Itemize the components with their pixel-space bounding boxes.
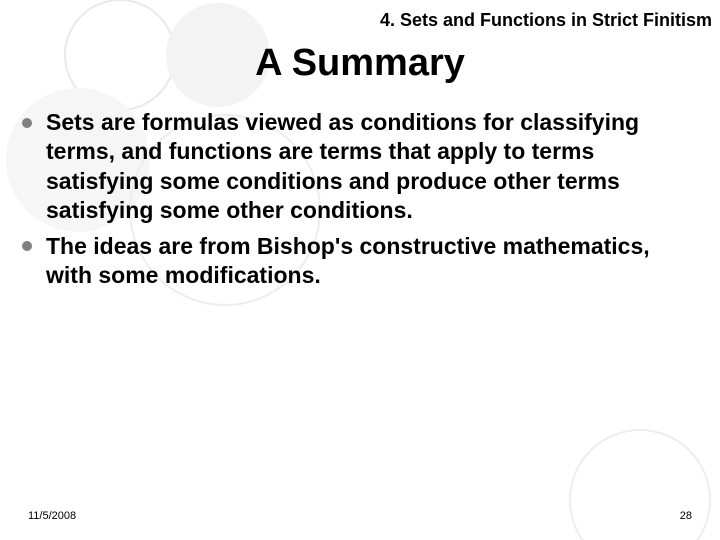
footer-date: 11/5/2008 [28, 510, 76, 522]
bullet-item: The ideas are from Bishop's constructive… [18, 232, 702, 291]
bullet-dot-icon [22, 241, 32, 251]
bullet-list: Sets are formulas viewed as conditions f… [18, 108, 702, 297]
slide-title: A Summary [0, 42, 720, 85]
footer-page-number: 28 [680, 510, 692, 522]
bullet-dot-icon [22, 118, 32, 128]
section-label: 4. Sets and Functions in Strict Finitism [380, 10, 712, 31]
bullet-text: Sets are formulas viewed as conditions f… [46, 109, 639, 223]
bullet-item: Sets are formulas viewed as conditions f… [18, 108, 702, 226]
slide-content: 4. Sets and Functions in Strict Finitism… [0, 0, 720, 540]
bullet-text: The ideas are from Bishop's constructive… [46, 233, 650, 288]
